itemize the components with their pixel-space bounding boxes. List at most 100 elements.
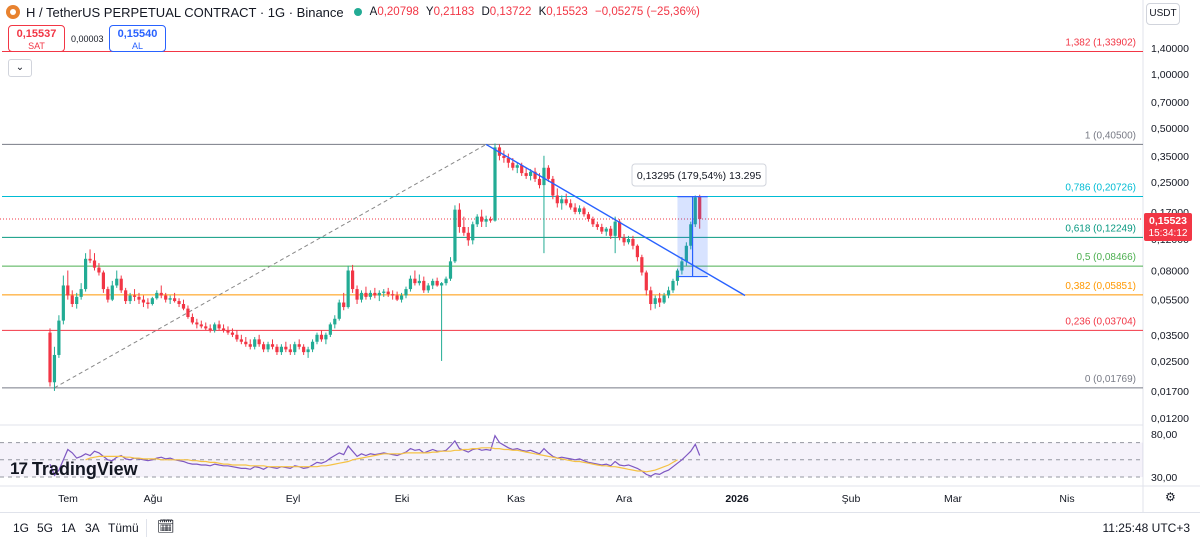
candle-body [110,285,114,300]
calendar-icon[interactable]: 🗓 [157,518,175,534]
time-tick-label: Ağu [144,493,163,505]
collapse-legend-button[interactable]: ⌄ [8,59,32,77]
fib-trend-line [54,143,487,389]
candle-body [208,328,212,331]
candle-body [493,147,497,221]
candle-body [146,302,150,305]
clock[interactable]: 11:25:48 UTC+3 [1102,521,1191,535]
candle-body [471,224,475,241]
candle-body [564,199,568,204]
candle-body [520,165,524,174]
candle-body [270,344,275,347]
candle-body [57,320,61,355]
candle-body [315,334,319,342]
fib-level-label: 0,786 (0,20726) [1065,183,1136,194]
price-tick-label: 0,50000 [1151,123,1189,135]
sell-price: 0,15537 [16,28,57,40]
candle-body [591,219,595,225]
candle-body [635,245,639,258]
candle-body [644,272,648,291]
candle-body [52,354,57,383]
price-tick-label: 0,08000 [1151,266,1189,278]
candle-body [693,197,697,225]
candle-body [346,270,350,308]
candle-body [502,155,506,159]
candle-body [306,349,310,353]
candle-body [275,346,279,353]
candle-body [448,261,453,279]
candle-body [569,203,573,208]
candle-body [337,302,341,319]
candle-body [239,339,243,342]
candle-body [542,167,546,186]
candle-body [560,199,564,204]
candle-body [204,326,208,329]
rsi-line [49,434,701,477]
time-tick-label: Mar [944,493,963,505]
market-status-icon [353,8,362,16]
buy-button[interactable]: 0,15540 AL [109,25,166,52]
price-tick-label: 0,03500 [1151,330,1189,342]
candle-body [115,278,119,286]
candle-body [359,292,364,300]
candle-body [457,209,461,228]
measure-label-box [631,163,767,187]
candle-body [97,267,101,273]
candle-body [506,158,510,163]
candle-body [675,270,680,281]
buy-price: 0,15540 [117,28,158,40]
candle-body [128,295,132,302]
currency-select[interactable]: USDT [1146,3,1180,25]
chevron-down-icon: ⌄ [15,62,25,73]
candle-body [377,292,381,296]
time-tick-label: Ara [616,493,633,505]
candle-body [480,216,484,222]
range-3a-button[interactable]: 3A [85,521,100,535]
price-tick-label: 0,35000 [1151,151,1189,163]
candle-body [653,298,657,305]
candle-body [671,280,675,291]
range-all-button[interactable]: Tümü [108,521,139,535]
candle-body [355,289,359,300]
candle-body [181,304,186,309]
range-1g-button[interactable]: 1G [13,521,30,535]
candle-body [253,339,257,347]
sell-button[interactable]: 0,15537 SAT [8,25,65,52]
time-tick-label: Eyl [286,493,301,505]
candle-body [573,207,577,212]
candle-body [288,349,292,353]
candle-body [328,324,332,335]
candle-body [551,178,555,196]
candle-body [586,214,591,220]
fib-level-label: 0,618 (0,12249) [1065,223,1136,234]
candle-body [511,162,515,168]
candle-body [604,228,608,232]
candle-body [164,295,168,300]
candle-body [422,280,426,291]
symbol-title[interactable]: H / TetherUS PERPETUAL CONTRACT · 1G · B… [26,4,344,20]
candle-body [230,332,235,335]
measure-label: 0,13295 (179,54%) 13.295 [637,170,762,182]
candle-body [391,294,395,296]
candle-body [351,270,355,290]
price-tick-label: 0,01200 [1151,413,1189,425]
candle-body [631,238,635,246]
candle-body [698,196,702,220]
price-tick-label: 0,25000 [1151,177,1189,189]
candle-body [159,292,163,296]
candle-body [475,216,479,225]
range-5g-button[interactable]: 5G [37,521,54,535]
candle-body [431,280,435,286]
candle-body [221,328,226,331]
candle-body [137,296,141,300]
candle-body [386,291,390,295]
candle-body [613,221,617,236]
candle-body [417,280,421,284]
settings-gear-icon[interactable]: ⚙ [1165,490,1176,504]
sell-label: SAT [28,41,45,51]
range-1a-button[interactable]: 1A [61,521,76,535]
candle-body [395,295,399,300]
candle-body [484,219,488,222]
candle-body [199,324,203,327]
